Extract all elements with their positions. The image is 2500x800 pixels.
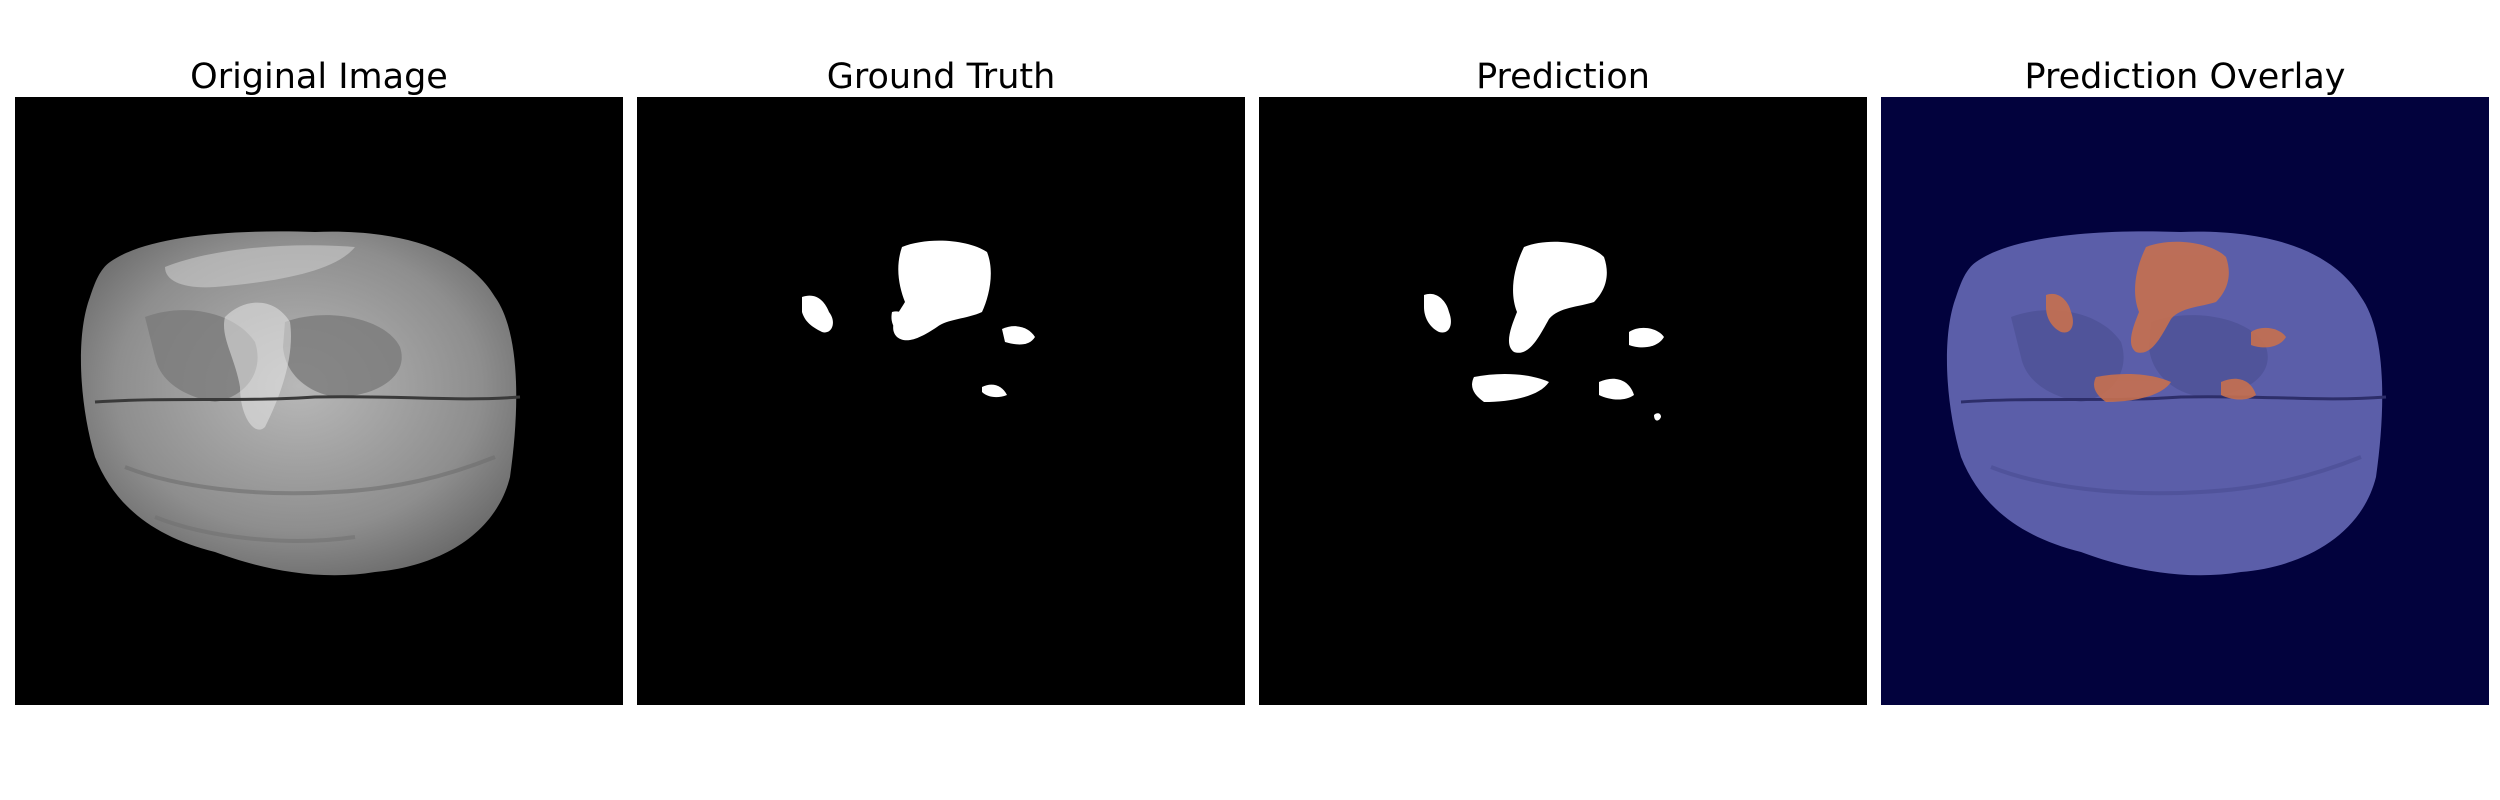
mask-region (1472, 374, 1549, 402)
tumor-overlay-region (2130, 241, 2229, 353)
panel-ground-truth: Ground Truth (637, 0, 1245, 800)
panel-prediction: Prediction (1259, 0, 1867, 800)
panel-title: Prediction (1476, 57, 1650, 97)
panel-title: Original Image (190, 57, 448, 97)
mask-region (802, 295, 833, 333)
mask-region (1508, 241, 1607, 353)
ground-truth-mask (637, 97, 1245, 705)
mask-region (982, 384, 1007, 398)
mask-region (1629, 327, 1664, 348)
mask-region (1002, 326, 1035, 345)
tumor-overlay-region (2221, 378, 2256, 400)
panel-prediction-overlay: Prediction Overlay (1881, 0, 2489, 800)
panel-title: Prediction Overlay (2024, 57, 2346, 97)
mask-region (891, 311, 910, 333)
prediction-overlay-image (1881, 97, 2489, 705)
mask-region (1654, 413, 1661, 421)
original-image (15, 97, 623, 705)
prediction-mask (1259, 97, 1867, 705)
tumor-overlay-region (2094, 374, 2171, 402)
tumor-overlay-region (2251, 327, 2286, 348)
mask-region (893, 240, 991, 341)
mask-region (1599, 378, 1634, 400)
tumor-overlay-region (2046, 293, 2073, 333)
mask-region (1424, 293, 1451, 333)
panel-original: Original Image (15, 0, 623, 800)
panel-title: Ground Truth (826, 57, 1056, 97)
